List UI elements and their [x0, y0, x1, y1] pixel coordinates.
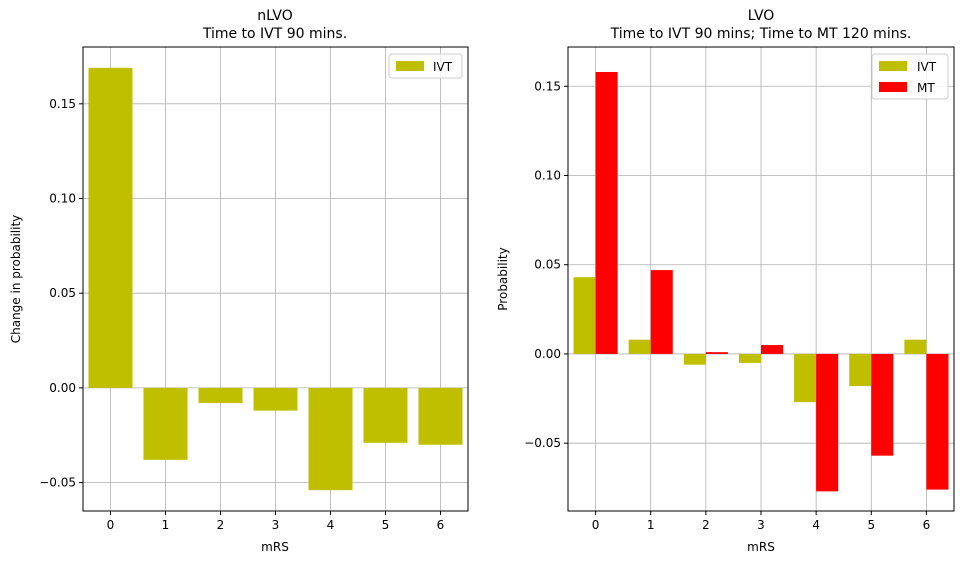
bar-ivt-mrs-3 [738, 353, 761, 363]
y-tick-label: −0.05 [524, 436, 561, 450]
bar-mt-mrs-6 [926, 353, 949, 490]
x-tick-label: 4 [812, 518, 820, 532]
legend: IVT [388, 53, 463, 79]
y-tick-label: 0.00 [49, 381, 76, 395]
x-tick-label: 2 [217, 518, 225, 532]
y-tick-label: 0.05 [534, 258, 561, 272]
y-tick-label: 0.15 [534, 79, 561, 93]
bar-ivt-mrs-1 [628, 339, 651, 354]
legend-frame [388, 53, 463, 79]
bar-ivt-mrs-0 [573, 277, 596, 354]
chart-title: LVO [748, 8, 775, 24]
chart-lvo: LVO Time to IVT 90 mins; Time to MT 120 … [496, 8, 955, 554]
bars [573, 71, 949, 492]
y-tick-label: −0.05 [39, 476, 76, 490]
y-tick-label: 0.10 [49, 192, 76, 206]
y-ticks: −0.05 0.00 0.05 0.10 0.15 [39, 97, 83, 490]
x-ticks: 0 1 2 3 4 5 6 [107, 511, 445, 532]
y-axis-label: Probability [496, 247, 510, 310]
legend-label-mt: MT [917, 81, 935, 95]
x-axis-label: mRS [261, 540, 289, 554]
x-tick-label: 0 [107, 518, 115, 532]
bar-ivt-mrs-5 [363, 387, 408, 443]
bar-ivt-mrs-3 [253, 387, 298, 411]
legend-swatch-mt [879, 82, 907, 92]
bar-ivt-mrs-2 [683, 353, 706, 365]
bar-mt-mrs-3 [761, 345, 784, 354]
chart-title: nLVO [257, 8, 293, 24]
bar-ivt-mrs-2 [198, 387, 243, 404]
bar-ivt-mrs-0 [88, 67, 133, 388]
grid [568, 47, 954, 511]
x-tick-label: 3 [757, 518, 765, 532]
legend-label-ivt: IVT [433, 60, 453, 74]
x-tick-label: 3 [272, 518, 280, 532]
x-tick-label: 6 [437, 518, 445, 532]
x-tick-label: 4 [327, 518, 335, 532]
y-ticks: −0.05 0.00 0.05 0.10 0.15 [524, 79, 568, 450]
x-tick-label: 2 [702, 518, 710, 532]
bar-mt-mrs-2 [705, 352, 728, 354]
chart-subtitle: Time to IVT 90 mins. [202, 26, 347, 42]
bar-mt-mrs-5 [871, 353, 894, 456]
x-ticks: 0 1 2 3 4 5 6 [592, 511, 930, 532]
y-tick-label: 0.00 [534, 347, 561, 361]
bar-mt-mrs-1 [650, 270, 673, 354]
legend: IVT MT [871, 53, 949, 100]
x-tick-label: 5 [382, 518, 390, 532]
bars [88, 67, 463, 491]
chart-subtitle: Time to IVT 90 mins; Time to MT 120 mins… [610, 26, 912, 42]
y-tick-label: 0.10 [534, 168, 561, 182]
x-tick-label: 1 [162, 518, 170, 532]
bar-ivt-mrs-6 [418, 387, 463, 445]
bar-mt-mrs-4 [816, 353, 839, 492]
x-tick-label: 5 [867, 518, 875, 532]
bar-ivt-mrs-6 [904, 339, 927, 354]
x-tick-label: 1 [647, 518, 655, 532]
bar-ivt-mrs-1 [143, 387, 188, 460]
y-tick-label: 0.05 [49, 286, 76, 300]
legend-swatch-ivt [396, 61, 424, 71]
x-axis-label: mRS [747, 540, 775, 554]
bar-mt-mrs-0 [595, 71, 618, 354]
bar-ivt-mrs-5 [849, 353, 872, 387]
bar-ivt-mrs-4 [308, 387, 353, 491]
legend-swatch-ivt [879, 61, 907, 71]
legend-label-ivt: IVT [917, 60, 937, 74]
bar-ivt-mrs-4 [794, 353, 817, 403]
y-tick-label: 0.15 [49, 97, 76, 111]
grid [83, 47, 468, 511]
x-tick-label: 6 [923, 518, 931, 532]
x-tick-label: 0 [592, 518, 600, 532]
legend-frame [871, 53, 949, 100]
y-axis-label: Change in probability [9, 215, 23, 344]
chart-nlvo: nLVO Time to IVT 90 mins. 0 1 2 3 4 5 6 −0.05 0… [9, 8, 469, 554]
